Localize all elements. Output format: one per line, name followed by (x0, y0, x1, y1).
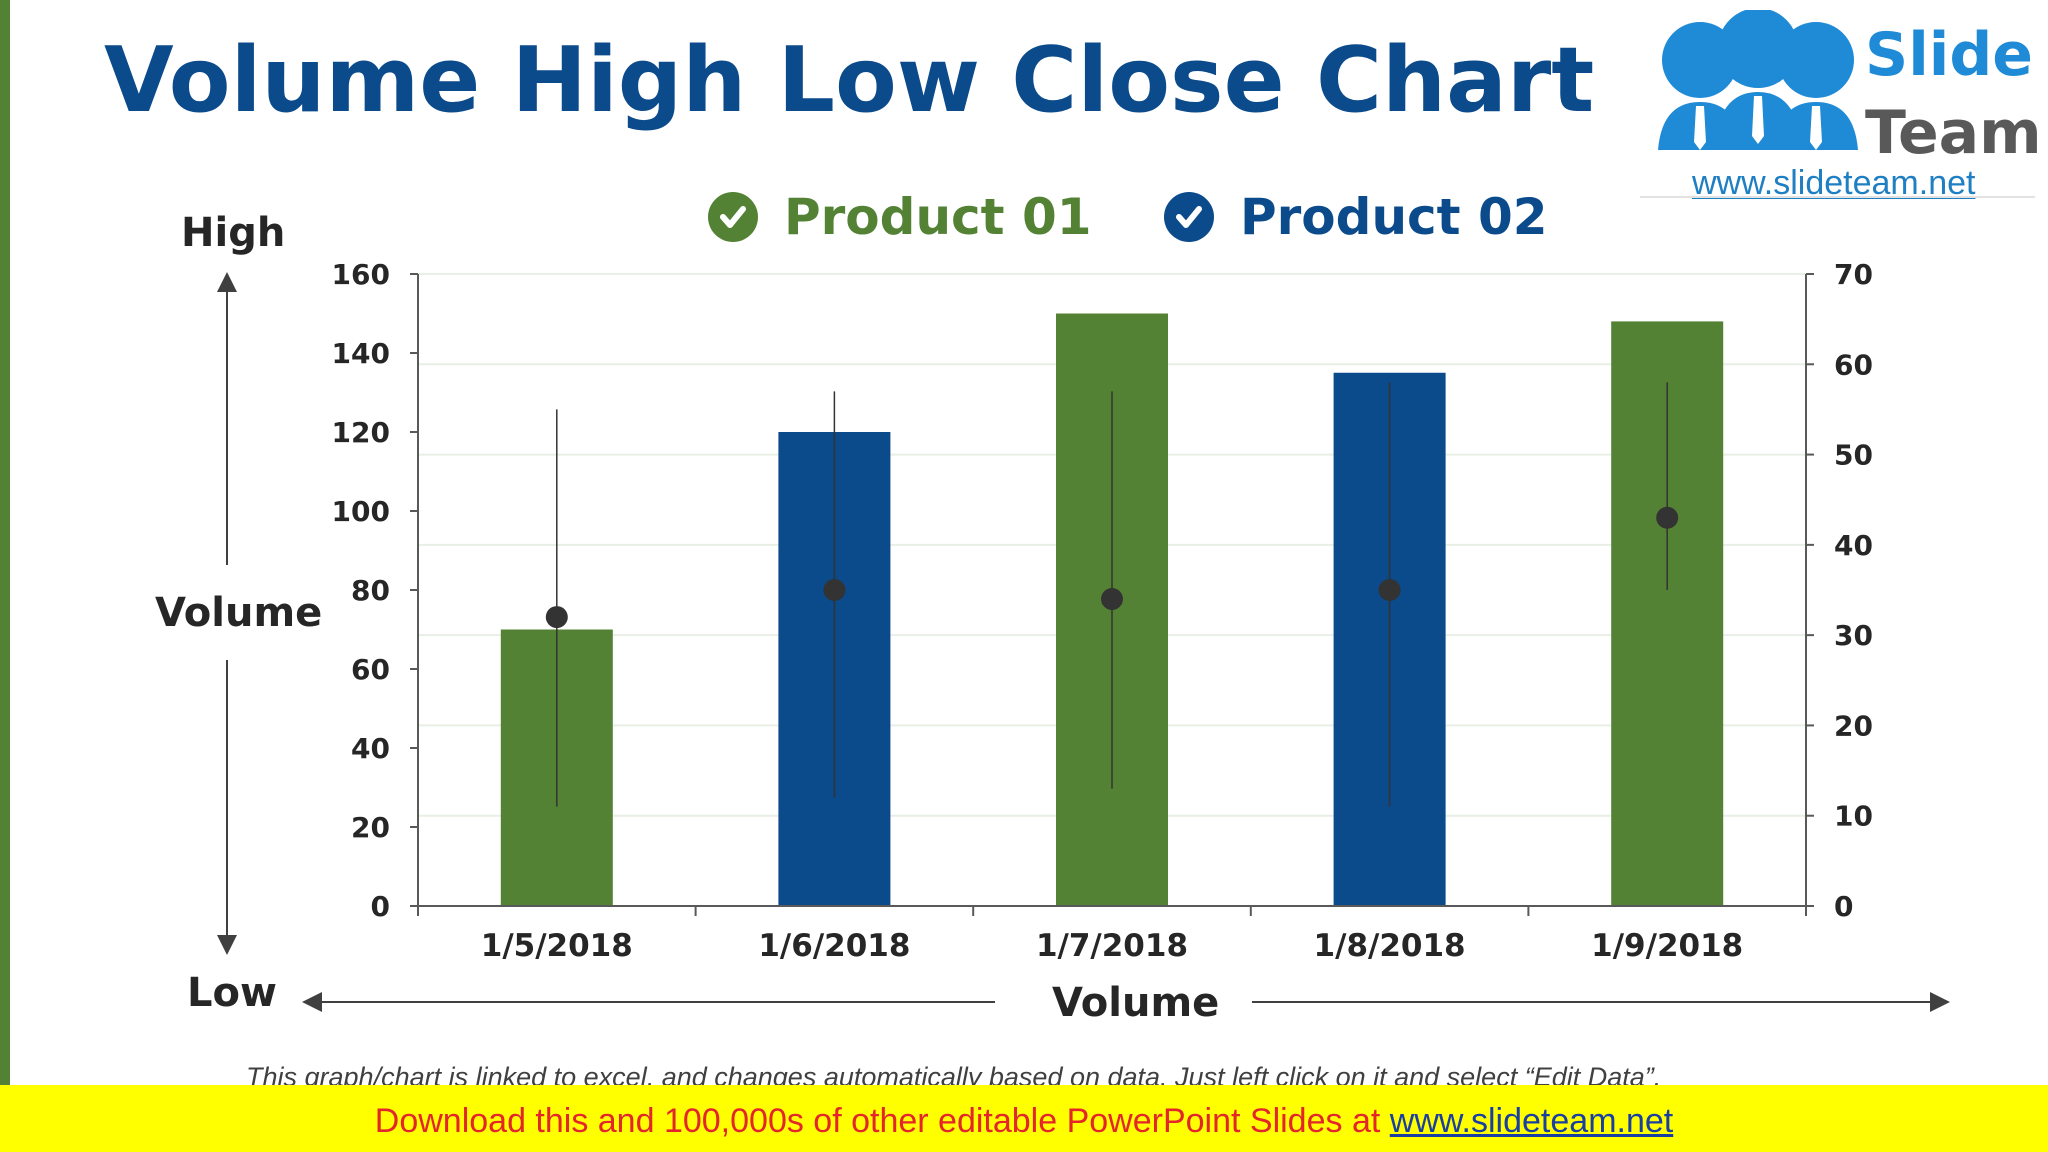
legend-item-product-01[interactable]: Product 01 (708, 188, 1092, 246)
download-banner (0, 1085, 2048, 1152)
close-marker (1378, 579, 1401, 601)
page-title: Volume High Low Close Chart (104, 28, 1595, 133)
x-tick-label: 1/9/2018 (1591, 928, 1743, 964)
people-icon (1658, 8, 1858, 150)
y-left-tick-label: 60 (351, 653, 390, 686)
y-left-tick-label: 140 (332, 337, 390, 370)
x-tick-label: 1/5/2018 (481, 928, 633, 964)
logo-word-team: Team (1865, 98, 2042, 168)
y-left-tick-label: 80 (351, 574, 390, 607)
y-right-tick-label: 20 (1834, 709, 1873, 742)
close-marker (823, 579, 846, 601)
banner-message: Download this and 100,000s of other edit… (374, 1102, 1390, 1140)
axes (410, 273, 1814, 916)
y-right-tick-label: 40 (1834, 529, 1873, 562)
close-markers (545, 506, 1679, 629)
logo-divider (1640, 196, 2035, 198)
check-circle-icon (708, 192, 758, 242)
x-tick-label: 1/6/2018 (758, 928, 910, 964)
legend-label: Product 01 (784, 188, 1092, 246)
logo-word-slide: Slide (1865, 20, 2033, 90)
y-right-tick-label: 70 (1834, 258, 1873, 291)
check-circle-icon (1164, 192, 1214, 242)
legend-item-product-02[interactable]: Product 02 (1164, 188, 1548, 246)
y-left-tick-label: 160 (332, 258, 390, 291)
slideteam-logo: Slide Team (1640, 8, 2042, 200)
y-right-tick-label: 30 (1834, 619, 1873, 652)
y-right-tick-label: 60 (1834, 348, 1873, 381)
y-right-tick-label: 0 (1834, 890, 1853, 923)
hlc-chart: 0 20 40 60 80 100 120 140 160 0 10 20 30 40 50 60 70 1/5/… (332, 258, 1873, 964)
high-label: High (181, 210, 286, 256)
logo-url-link[interactable]: www.slideteam.net (1692, 164, 1976, 202)
y-left-tick-label: 100 (332, 495, 390, 528)
banner-text: Download this and 100,000s of other edit… (0, 1102, 2048, 1141)
legend-label: Product 02 (1240, 188, 1548, 246)
close-marker (545, 606, 568, 629)
tick-labels: 0 20 40 60 80 100 120 140 160 0 10 20 30 40 50 60 70 1/5/… (332, 258, 1873, 964)
y-left-tick-label: 40 (351, 732, 390, 765)
banner-link[interactable]: www.slideteam.net (1389, 1102, 1674, 1140)
low-label: Low (187, 970, 277, 1016)
close-marker (1656, 506, 1679, 529)
y-right-tick-label: 50 (1834, 439, 1873, 472)
arrows-overlay (217, 272, 1950, 1012)
x-tick-label: 1/8/2018 (1314, 928, 1466, 964)
accent-bar (0, 0, 10, 1085)
y-left-tick-label: 20 (351, 811, 390, 844)
y-left-tick-label: 120 (332, 416, 390, 449)
y-right-tick-label: 10 (1834, 800, 1873, 833)
y-left-tick-label: 0 (371, 890, 390, 923)
x-tick-label: 1/7/2018 (1036, 928, 1188, 964)
volume-left-label: Volume (155, 590, 323, 636)
volume-bottom-label: Volume (1052, 980, 1220, 1026)
close-marker (1101, 588, 1123, 611)
